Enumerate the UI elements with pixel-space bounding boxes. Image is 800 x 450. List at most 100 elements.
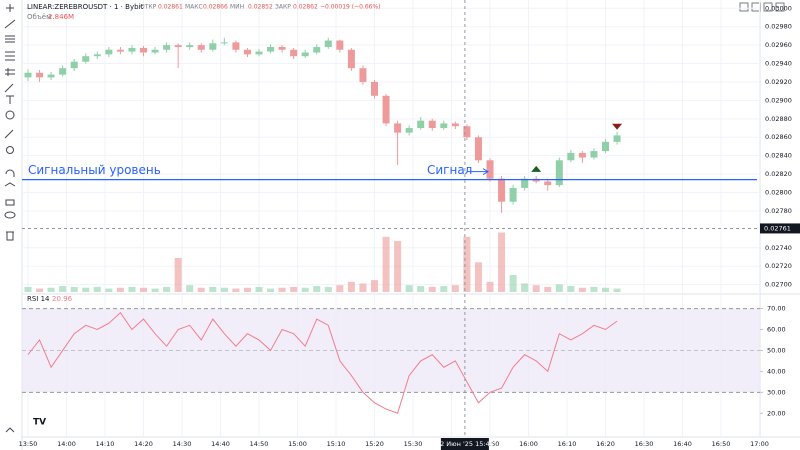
volume-bar xyxy=(232,288,240,292)
tool-line[interactable] xyxy=(4,19,16,29)
change: −0.00019 (−0.66%) xyxy=(320,4,381,11)
candle-body xyxy=(232,42,240,50)
volume-value: 2.846M xyxy=(48,13,74,21)
volume-bar xyxy=(255,286,263,292)
volume-bar xyxy=(336,285,344,292)
tool-ruler[interactable] xyxy=(4,129,14,139)
candle-body xyxy=(347,49,355,69)
candle-body xyxy=(463,126,471,138)
candle-body xyxy=(301,52,309,57)
candle-body xyxy=(521,178,529,188)
candle-body xyxy=(243,49,251,55)
y-tick-label: 0.02980 xyxy=(765,23,792,31)
tool-brush[interactable] xyxy=(4,83,14,93)
candle-body xyxy=(613,135,621,142)
candle-body xyxy=(47,74,55,78)
candle-body xyxy=(163,45,171,50)
volume-bar xyxy=(151,288,159,292)
symbol: LINEAR:ZEREBROUSDT · 1 · Bybit xyxy=(27,3,143,11)
rsi-band xyxy=(22,308,760,393)
candle-body xyxy=(174,45,182,47)
tool-emoji[interactable] xyxy=(5,110,15,120)
volume-bar xyxy=(324,286,332,292)
volume-bar xyxy=(417,286,425,292)
ohlc-value: 0.02866 xyxy=(203,4,228,11)
y-tick-label: 0.02940 xyxy=(765,60,792,68)
candle-body xyxy=(555,160,563,186)
tool-lock-draw[interactable] xyxy=(4,182,16,187)
candle-body xyxy=(116,49,124,52)
y-tick-label: 0.02800 xyxy=(765,189,792,197)
tool-pattern[interactable] xyxy=(5,51,15,61)
x-tick-label: 14:40 xyxy=(211,440,230,448)
candle-body xyxy=(336,40,344,50)
candle-body xyxy=(451,123,459,127)
candle-body xyxy=(474,137,482,161)
volume-bar xyxy=(243,287,251,292)
tool-magnet[interactable] xyxy=(5,169,15,177)
x-tick-label: 16:20 xyxy=(596,440,615,448)
volume-bar xyxy=(347,281,355,292)
candle-body xyxy=(324,40,332,47)
volume-bar xyxy=(267,288,275,292)
rsi-line xyxy=(27,311,618,414)
x-tick-label: 14:10 xyxy=(96,440,115,448)
candle-body xyxy=(602,141,609,152)
candle-body xyxy=(405,128,413,133)
control-btn[interactable] xyxy=(763,2,773,12)
signal-label: Сигнал xyxy=(427,163,472,177)
control-btn[interactable] xyxy=(775,2,785,12)
tool-fib[interactable] xyxy=(5,35,15,43)
tool-visibility[interactable] xyxy=(4,211,16,219)
volume-bar xyxy=(163,286,171,292)
rsi-name: RSI 14 xyxy=(27,295,50,303)
ohlc-value: 0.02852 xyxy=(248,4,273,11)
volume-label: Объём xyxy=(27,13,51,21)
volume-bar xyxy=(474,262,482,292)
plot: 0.03000 0.02980 0.02960 0.02940 0.02920 0.029… xyxy=(19,0,800,450)
x-tick-label: 13:50 xyxy=(19,440,38,448)
candle-body xyxy=(382,95,390,124)
tool-zoom[interactable] xyxy=(6,146,14,154)
ohlc-value: 0.02862 xyxy=(293,4,318,11)
rsi-tick-label: 50.00 xyxy=(767,346,786,354)
y-tick-label: 0.02720 xyxy=(765,262,792,270)
volume-bar xyxy=(359,283,367,292)
volume-bar xyxy=(116,287,124,292)
tool-measure[interactable] xyxy=(5,68,15,76)
candle-body xyxy=(486,160,494,179)
window-controls xyxy=(739,2,785,12)
volume-bar xyxy=(128,286,136,292)
x-tick-label: 15:00 xyxy=(288,440,307,448)
candle-body xyxy=(509,187,517,202)
ohlc-label: ОТКР xyxy=(140,4,157,11)
candle-body xyxy=(197,45,205,50)
volume-bar xyxy=(428,286,436,292)
volume-bar xyxy=(394,241,402,292)
tool-text[interactable] xyxy=(6,95,14,104)
candle-body xyxy=(544,181,552,186)
x-tick-label: 16:30 xyxy=(635,440,654,448)
volume-bar xyxy=(602,287,609,292)
ohlc-label: МИН xyxy=(230,4,244,11)
candle-body xyxy=(255,51,263,55)
volume-bar xyxy=(382,236,390,292)
crosshair-time-box xyxy=(440,438,489,450)
tool-collapse[interactable] xyxy=(5,427,15,433)
candle-body xyxy=(36,72,44,78)
tool-cross[interactable] xyxy=(6,4,14,12)
control-btn[interactable] xyxy=(739,2,749,12)
volume-bar xyxy=(24,286,32,292)
volume-bar xyxy=(186,285,194,292)
volume-bar xyxy=(301,287,309,292)
tool-lock[interactable] xyxy=(5,199,15,206)
volume-bar xyxy=(613,288,621,292)
tool-delete[interactable] xyxy=(6,231,14,241)
volume-bar xyxy=(544,286,552,292)
candle-body xyxy=(220,42,228,44)
ohlc-label: ЗАКР xyxy=(275,4,291,11)
x-tick-label: 14:00 xyxy=(57,440,76,448)
x-tick-label: 15:30 xyxy=(404,440,423,448)
candle-body xyxy=(578,152,586,158)
x-tick-label: 15:20 xyxy=(365,440,384,448)
